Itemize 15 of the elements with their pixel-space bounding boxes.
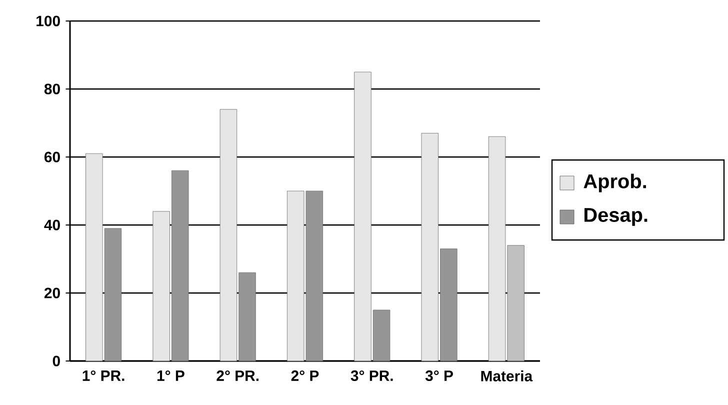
x-tick-label: 1° P	[157, 370, 184, 381]
x-tick-label: Materia	[481, 370, 533, 382]
y-tick-label: 40	[44, 220, 60, 230]
x-tick-label: 2° P	[291, 370, 319, 381]
legend-label: Desap.	[584, 208, 648, 226]
y-tick-label: 20	[44, 288, 60, 298]
legend-label: Aprob.	[584, 174, 646, 192]
y-tick-label: 0	[52, 356, 60, 366]
x-tick-label: 3° P	[425, 370, 453, 382]
x-tick-label: 3° PR.	[350, 370, 393, 382]
y-tick-label: 100	[36, 16, 60, 26]
y-tick-label: 80	[44, 84, 60, 94]
x-tick-label: 1° PR.	[82, 370, 124, 381]
y-tick-label: 60	[44, 152, 60, 162]
x-tick-label: 2° PR.	[216, 370, 258, 381]
